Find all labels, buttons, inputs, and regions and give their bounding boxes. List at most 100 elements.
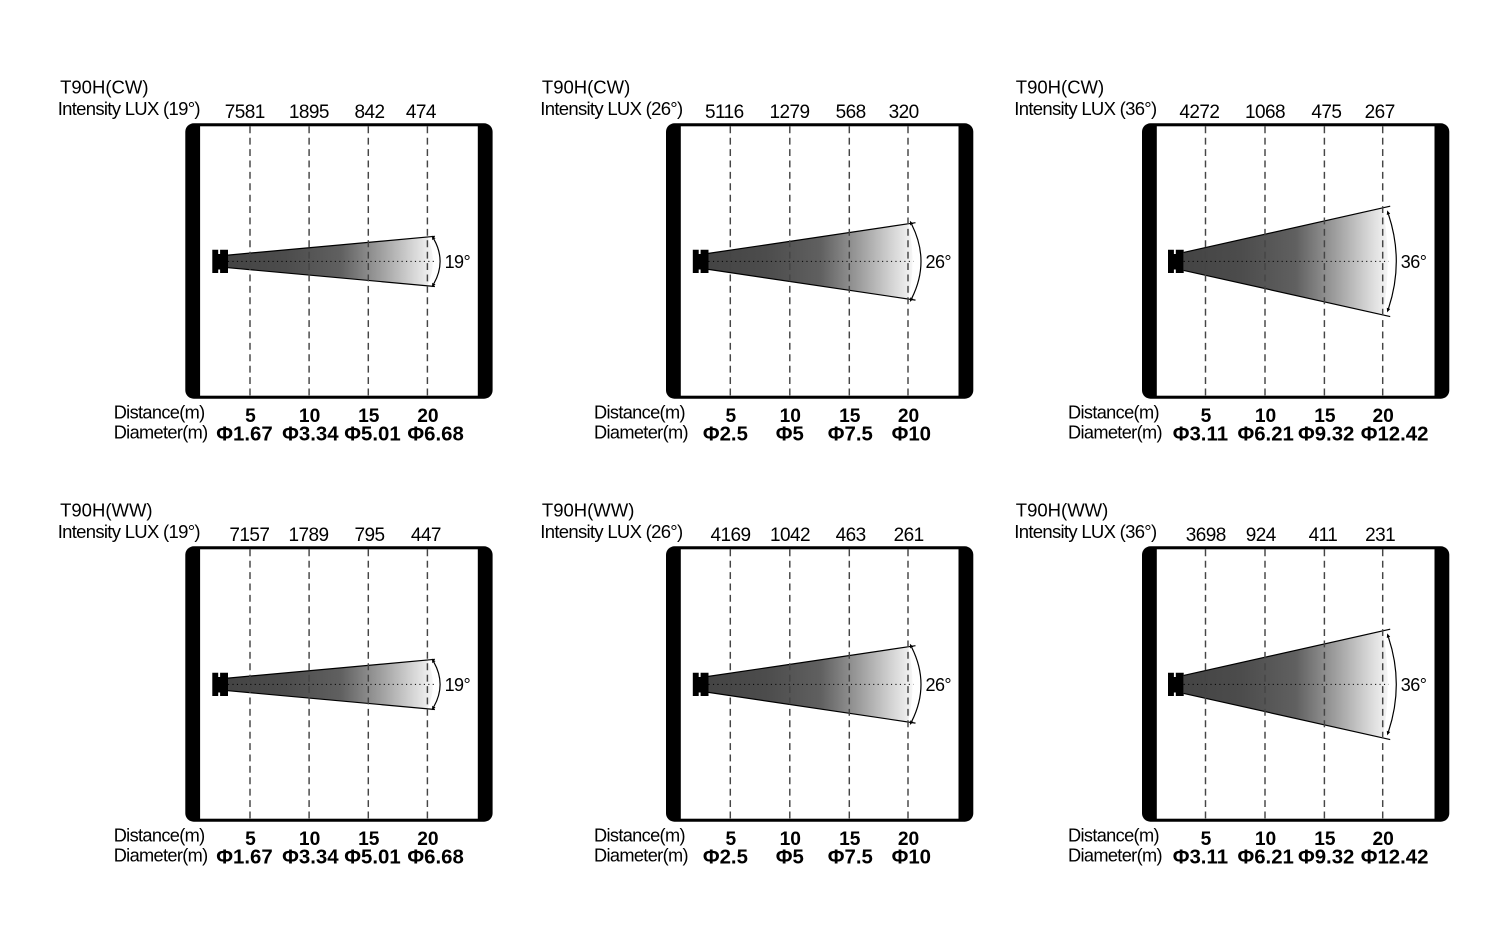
svg-text:36°: 36° — [1401, 252, 1427, 272]
svg-text:20: 20 — [898, 406, 919, 427]
svg-text:10: 10 — [1255, 406, 1276, 427]
svg-text:36°: 36° — [1401, 675, 1427, 695]
svg-text:5: 5 — [245, 406, 256, 427]
svg-text:5116: 5116 — [705, 102, 744, 123]
svg-text:19°: 19° — [445, 252, 471, 272]
svg-text:842: 842 — [354, 102, 384, 123]
svg-text:15: 15 — [1314, 406, 1336, 427]
svg-text:Φ3.11: Φ3.11 — [1173, 423, 1228, 445]
svg-text:5: 5 — [1201, 406, 1212, 427]
svg-text:447: 447 — [411, 525, 441, 546]
svg-text:Intensity LUX (26°): Intensity LUX (26°) — [540, 521, 683, 542]
svg-text:Φ2.5: Φ2.5 — [703, 846, 748, 868]
svg-text:474: 474 — [406, 102, 437, 123]
svg-text:Φ9.32: Φ9.32 — [1298, 423, 1354, 445]
svg-text:Φ7.5: Φ7.5 — [828, 846, 873, 868]
svg-text:15: 15 — [839, 829, 861, 850]
svg-text:7157: 7157 — [229, 525, 269, 546]
svg-text:T90H(CW): T90H(CW) — [60, 77, 148, 98]
svg-text:Φ3.34: Φ3.34 — [282, 846, 339, 868]
svg-text:5: 5 — [1201, 829, 1212, 850]
svg-text:5: 5 — [725, 406, 736, 427]
svg-text:20: 20 — [1373, 829, 1394, 850]
svg-text:15: 15 — [839, 406, 861, 427]
svg-text:Intensity LUX (19°): Intensity LUX (19°) — [58, 521, 201, 542]
svg-text:10: 10 — [299, 829, 320, 850]
svg-text:T90H(CW): T90H(CW) — [1016, 77, 1104, 98]
svg-text:10: 10 — [299, 406, 320, 427]
svg-text:T90H(WW): T90H(WW) — [542, 500, 634, 521]
svg-text:3698: 3698 — [1186, 525, 1226, 546]
svg-text:Intensity LUX (36°): Intensity LUX (36°) — [1014, 98, 1157, 119]
svg-text:26°: 26° — [926, 252, 952, 272]
svg-text:Distance(m): Distance(m) — [114, 826, 205, 846]
svg-text:795: 795 — [354, 525, 384, 546]
svg-text:T90H(WW): T90H(WW) — [1016, 500, 1108, 521]
svg-text:10: 10 — [780, 829, 801, 850]
svg-text:1895: 1895 — [289, 102, 329, 123]
svg-text:Φ9.32: Φ9.32 — [1298, 846, 1354, 868]
svg-text:Φ6.68: Φ6.68 — [407, 423, 463, 445]
svg-text:Distance(m): Distance(m) — [594, 826, 685, 846]
svg-text:Φ5: Φ5 — [776, 423, 804, 445]
svg-text:10: 10 — [1255, 829, 1276, 850]
svg-text:1068: 1068 — [1245, 102, 1285, 123]
svg-text:Φ5: Φ5 — [776, 846, 804, 868]
svg-text:Diameter(m): Diameter(m) — [594, 423, 688, 443]
svg-text:Φ6.21: Φ6.21 — [1237, 423, 1293, 445]
svg-text:19°: 19° — [445, 675, 471, 695]
svg-text:20: 20 — [417, 829, 438, 850]
svg-text:Diameter(m): Diameter(m) — [1068, 846, 1162, 866]
svg-text:15: 15 — [358, 406, 380, 427]
svg-text:Φ2.5: Φ2.5 — [703, 423, 748, 445]
svg-text:Φ6.68: Φ6.68 — [407, 846, 463, 868]
svg-text:20: 20 — [1373, 406, 1394, 427]
svg-text:Intensity LUX (36°): Intensity LUX (36°) — [1014, 521, 1157, 542]
svg-text:Diameter(m): Diameter(m) — [1068, 423, 1162, 443]
svg-text:26°: 26° — [926, 675, 952, 695]
svg-text:4169: 4169 — [710, 525, 750, 546]
svg-text:Φ10: Φ10 — [892, 423, 931, 445]
svg-text:320: 320 — [889, 102, 919, 123]
svg-text:Φ7.5: Φ7.5 — [828, 423, 873, 445]
svg-text:261: 261 — [894, 525, 924, 546]
svg-text:5: 5 — [725, 829, 736, 850]
svg-text:Diameter(m): Diameter(m) — [114, 846, 208, 866]
svg-text:Diameter(m): Diameter(m) — [114, 423, 208, 443]
svg-text:Φ10: Φ10 — [892, 846, 931, 868]
svg-text:Φ5.01: Φ5.01 — [344, 423, 400, 445]
svg-text:15: 15 — [358, 829, 380, 850]
svg-text:10: 10 — [780, 406, 801, 427]
svg-text:Distance(m): Distance(m) — [1068, 403, 1159, 423]
svg-text:20: 20 — [898, 829, 919, 850]
svg-text:Distance(m): Distance(m) — [1068, 826, 1159, 846]
svg-text:T90H(CW): T90H(CW) — [542, 77, 630, 98]
svg-text:Φ12.42: Φ12.42 — [1361, 423, 1429, 445]
svg-text:463: 463 — [836, 525, 866, 546]
svg-text:20: 20 — [417, 406, 438, 427]
svg-text:Φ3.11: Φ3.11 — [1173, 846, 1228, 868]
svg-text:Distance(m): Distance(m) — [594, 403, 685, 423]
svg-text:5: 5 — [245, 829, 256, 850]
svg-text:1279: 1279 — [769, 102, 809, 123]
svg-text:Φ12.42: Φ12.42 — [1361, 846, 1429, 868]
svg-text:Φ5.01: Φ5.01 — [344, 846, 400, 868]
svg-text:1789: 1789 — [288, 525, 328, 546]
svg-text:15: 15 — [1314, 829, 1336, 850]
svg-text:Φ1.67: Φ1.67 — [216, 423, 272, 445]
svg-text:Φ6.21: Φ6.21 — [1237, 846, 1293, 868]
svg-text:475: 475 — [1311, 102, 1341, 123]
svg-text:Diameter(m): Diameter(m) — [594, 846, 688, 866]
svg-text:924: 924 — [1246, 525, 1277, 546]
svg-text:Intensity LUX (19°): Intensity LUX (19°) — [58, 98, 201, 119]
svg-text:4272: 4272 — [1179, 102, 1219, 123]
svg-text:Distance(m): Distance(m) — [114, 403, 205, 423]
svg-text:Φ1.67: Φ1.67 — [216, 846, 272, 868]
svg-text:411: 411 — [1309, 525, 1338, 546]
svg-text:267: 267 — [1365, 102, 1395, 123]
svg-text:T90H(WW): T90H(WW) — [60, 500, 152, 521]
svg-text:1042: 1042 — [770, 525, 810, 546]
svg-text:Φ3.34: Φ3.34 — [282, 423, 339, 445]
svg-text:231: 231 — [1365, 525, 1395, 546]
svg-text:Intensity LUX (26°): Intensity LUX (26°) — [540, 98, 683, 119]
